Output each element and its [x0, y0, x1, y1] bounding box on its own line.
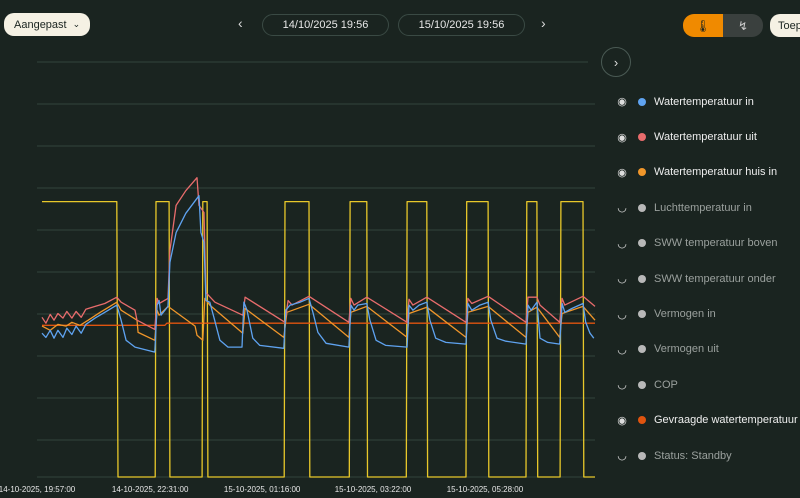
lightning-icon[interactable]: ↯ [723, 14, 763, 37]
x-ticks: 14-10-2025, 19:57:00 14-10-2025, 22:31:00… [0, 485, 524, 494]
next-period-button[interactable]: › [541, 15, 546, 31]
eye-icon[interactable]: ◉ [617, 96, 627, 109]
range-dropdown[interactable]: Aangepast ⌄ [4, 13, 91, 36]
prev-period-button[interactable]: ‹ [238, 15, 243, 31]
legend-label: COP [654, 378, 678, 391]
legend-item[interactable]: ◡ SWW temperatuur onder [612, 261, 798, 296]
chart-type-toggle[interactable]: 🌡 ↯ [683, 14, 763, 37]
series-line-watertemperatuur-uit [41, 177, 596, 331]
apply-button[interactable]: Toep [770, 14, 800, 37]
eye-closed-icon[interactable]: ◡ [617, 450, 627, 463]
legend-item[interactable]: ◡ Status: Standby [612, 438, 798, 473]
series-lines [41, 177, 596, 478]
collapse-legend-button[interactable]: › [601, 47, 631, 77]
series-color-dot [638, 416, 646, 425]
end-date-field[interactable]: 15/10/2025 19:56 [398, 14, 525, 36]
x-tick-label: 14-10-2025, 19:57:00 [0, 485, 76, 494]
legend-item[interactable]: ◡ Vermogen uit [612, 332, 798, 367]
series-color-dot [638, 239, 646, 248]
eye-icon[interactable]: ◉ [617, 414, 627, 427]
legend-item[interactable]: ◉ Watertemperatuur in [612, 84, 798, 119]
legend-label: Watertemperatuur huis in [654, 166, 778, 179]
eye-closed-icon[interactable]: ◡ [617, 343, 627, 356]
series-line-status [42, 200, 595, 478]
legend-label: Gevraagde watertemperatuur [654, 414, 798, 427]
legend-item[interactable]: ◡ COP [612, 367, 798, 402]
series-color-dot [638, 451, 646, 460]
series-color-dot [638, 345, 646, 354]
legend-label: Watertemperatuur in [654, 95, 754, 108]
series-color-dot [638, 274, 646, 283]
eye-closed-icon[interactable]: ◡ [617, 273, 627, 286]
series-color-dot [638, 310, 646, 319]
series-color-dot [638, 168, 646, 177]
legend-item[interactable]: ◉ Watertemperatuur huis in [612, 155, 798, 190]
thermometer-icon[interactable]: 🌡 [683, 14, 723, 37]
legend-item[interactable]: ◉ Gevraagde watertemperatuur [612, 403, 798, 438]
legend-label: Status: Standby [654, 449, 732, 462]
legend-label: Vermogen uit [654, 343, 719, 356]
series-color-dot [638, 133, 646, 142]
eye-icon[interactable]: ◉ [617, 131, 627, 144]
eye-closed-icon[interactable]: ◡ [617, 379, 627, 392]
x-tick-label: 14-10-2025, 22:31:00 [112, 485, 189, 494]
eye-closed-icon[interactable]: ◡ [617, 237, 627, 250]
legend-item[interactable]: ◡ SWW temperatuur boven [612, 226, 798, 261]
series-color-dot [638, 380, 646, 389]
legend-label: Watertemperatuur uit [654, 131, 757, 144]
eye-closed-icon[interactable]: ◡ [617, 202, 627, 215]
x-tick-label: 15-10-2025, 01:16:00 [224, 485, 301, 494]
eye-closed-icon[interactable]: ◡ [617, 308, 627, 321]
series-color-dot [638, 203, 646, 212]
series-color-dot [638, 97, 646, 106]
start-date-field[interactable]: 14/10/2025 19:56 [262, 14, 389, 36]
chevron-right-icon: › [613, 54, 619, 70]
eye-icon[interactable]: ◉ [617, 166, 627, 179]
legend-label: SWW temperatuur boven [654, 237, 778, 250]
line-chart: 14-10-2025, 19:57:00 14-10-2025, 22:31:00… [0, 61, 596, 494]
legend-label: Vermogen in [654, 308, 716, 321]
legend-label: SWW temperatuur onder [654, 272, 776, 285]
chevron-down-icon: ⌄ [72, 19, 81, 29]
legend-item[interactable]: ◉ Watertemperatuur uit [612, 119, 798, 154]
grid [37, 61, 595, 478]
legend: ◉ Watertemperatuur in ◉ Watertemperatuur ui… [612, 84, 798, 473]
range-label: Aangepast [14, 18, 67, 31]
series-line-gevraagde-watertemperatuur [42, 322, 595, 326]
x-tick-label: 15-10-2025, 05:28:00 [447, 485, 524, 494]
legend-item[interactable]: ◡ Vermogen in [612, 296, 798, 331]
legend-label: Luchttemperatuur in [654, 201, 752, 214]
x-tick-label: 15-10-2025, 03:22:00 [335, 485, 412, 494]
series-line-watertemperatuur-in [41, 195, 595, 353]
legend-item[interactable]: ◡ Luchttemperatuur in [612, 190, 798, 225]
